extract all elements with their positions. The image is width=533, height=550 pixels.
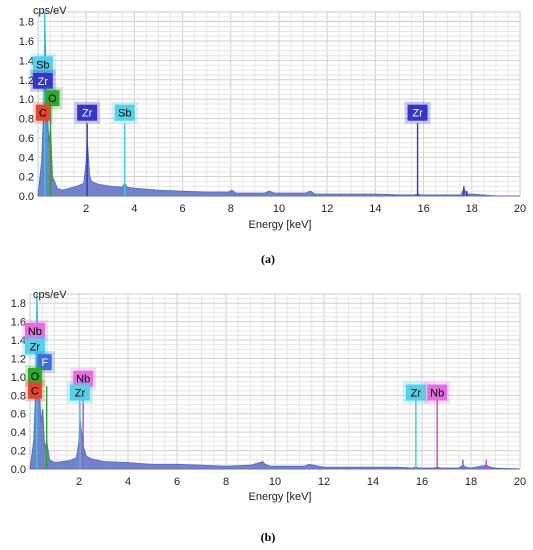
element-tag-label: Zr xyxy=(38,76,49,88)
x-axis-label: Energy [keV] xyxy=(249,491,312,503)
y-tick-label: 0.6 xyxy=(19,133,34,145)
y-tick-label: 1.8 xyxy=(11,298,26,310)
element-tag-label: C xyxy=(39,108,47,120)
element-tag-label: F xyxy=(41,357,48,369)
element-tags: Sb Zr OC Zr Sb Zr xyxy=(29,53,431,124)
element-tag-label: Zr xyxy=(412,108,423,120)
x-tick-label: 6 xyxy=(180,203,186,215)
x-tick-label: 2 xyxy=(76,476,82,488)
element-tag: Nb xyxy=(424,381,451,404)
x-axis-ticks: 2 4 6 8 10 12 14 16 18 20 xyxy=(76,476,526,488)
element-tag-label: Zr xyxy=(411,388,422,400)
x-tick-label: 4 xyxy=(125,476,131,488)
y-tick-label: 0.8 xyxy=(19,114,34,126)
element-tag-label: Sb xyxy=(118,108,131,120)
element-tag-label: Zr xyxy=(30,342,41,354)
spectrum-area xyxy=(29,293,521,470)
x-tick-label: 20 xyxy=(514,203,526,215)
y-tick-label: 1.6 xyxy=(11,317,26,329)
element-tag-label: Zr xyxy=(82,108,93,120)
y-tick-label: 0.2 xyxy=(11,446,26,458)
element-tag-label: Zr xyxy=(75,388,86,400)
element-tag: O xyxy=(42,87,63,110)
x-tick-label: 8 xyxy=(223,476,229,488)
element-tag: C xyxy=(32,101,53,124)
element-tag: Sb xyxy=(111,101,138,124)
x-tick-label: 16 xyxy=(417,203,429,215)
y-tick-label: 0.0 xyxy=(11,464,26,476)
panel-label: (b) xyxy=(261,530,276,544)
x-tick-label: 14 xyxy=(369,203,381,215)
element-tag-label: Nb xyxy=(430,388,444,400)
element-tag: Zr xyxy=(21,335,48,358)
element-tag-label: Sb xyxy=(36,59,49,71)
y-tick-label: 0.4 xyxy=(11,427,26,439)
y-tick-label: 0.8 xyxy=(11,390,26,402)
y-tick-label: 1.4 xyxy=(11,335,26,347)
spectrum-chart-a: 0.0 0.2 0.4 0.6 0.8 1.0 1.2 1.4 1.6 1.8 2 4 6 8 10 12 1… xyxy=(19,5,526,266)
x-tick-label: 16 xyxy=(416,476,428,488)
y-axis-ticks: 0.0 0.2 0.4 0.6 0.8 1.0 1.2 1.4 1.6 1.8 xyxy=(19,17,34,203)
element-tag: F xyxy=(34,351,55,374)
y-tick-label: 0.6 xyxy=(11,409,26,421)
element-tag: Zr xyxy=(29,69,56,92)
x-tick-label: 18 xyxy=(465,476,477,488)
spectrum-area xyxy=(37,11,520,197)
plot-grid xyxy=(37,11,521,197)
x-tick-label: 4 xyxy=(131,203,137,215)
element-tag: Nb xyxy=(21,319,48,342)
element-tag: Zr xyxy=(74,101,101,124)
element-tag-label: O xyxy=(31,371,40,383)
peak-markers xyxy=(44,12,468,196)
y-unit-label: cps/eV xyxy=(33,289,67,301)
y-tick-label: 1.0 xyxy=(19,94,34,106)
plot-grid xyxy=(29,293,521,470)
element-tag-label: O xyxy=(48,93,57,105)
spectrum-chart-b: 0.0 0.2 0.4 0.6 0.8 1.0 1.2 1.4 1.6 1.8 2 4 6 8 10 12 1… xyxy=(11,289,526,544)
y-tick-label: 1.0 xyxy=(11,372,26,384)
x-tick-label: 12 xyxy=(321,203,333,215)
element-tag-label: Nb xyxy=(28,326,42,338)
spectrum-series xyxy=(29,293,521,470)
y-tick-label: 1.6 xyxy=(19,36,34,48)
x-tick-label: 12 xyxy=(318,476,330,488)
x-tick-label: 8 xyxy=(228,203,234,215)
element-tag-label: Nb xyxy=(76,374,90,386)
element-tag: Zr xyxy=(66,381,93,404)
y-tick-label: 1.2 xyxy=(19,75,34,87)
x-tick-label: 6 xyxy=(174,476,180,488)
x-tick-label: 18 xyxy=(466,203,478,215)
y-tick-label: 0.0 xyxy=(19,191,34,203)
element-tag: Zr xyxy=(402,381,429,404)
element-tag: O xyxy=(24,364,45,387)
x-axis-label: Energy [keV] xyxy=(249,219,312,231)
x-tick-label: 10 xyxy=(269,476,281,488)
element-tag: Zr xyxy=(404,101,431,124)
y-tick-label: 0.4 xyxy=(19,152,34,164)
y-unit-label: cps/eV xyxy=(33,5,67,17)
spectrum-series xyxy=(37,11,520,197)
x-tick-label: 10 xyxy=(273,203,285,215)
y-tick-label: 1.4 xyxy=(19,55,34,67)
y-axis-ticks: 0.0 0.2 0.4 0.6 0.8 1.0 1.2 1.4 1.6 1.8 xyxy=(11,298,26,476)
y-tick-label: 1.2 xyxy=(11,353,26,365)
panel-label: (a) xyxy=(261,252,275,266)
y-tick-label: 0.2 xyxy=(19,172,34,184)
x-tick-label: 2 xyxy=(83,203,89,215)
y-tick-label: 1.8 xyxy=(19,17,34,29)
element-tag: Nb xyxy=(70,367,97,390)
x-axis-ticks: 2 4 6 8 10 12 14 16 18 20 xyxy=(83,203,526,215)
x-tick-label: 14 xyxy=(367,476,379,488)
element-tag: C xyxy=(24,379,45,402)
x-tick-label: 20 xyxy=(514,476,526,488)
element-tag: Sb xyxy=(29,53,56,76)
element-tag-label: C xyxy=(31,386,39,398)
